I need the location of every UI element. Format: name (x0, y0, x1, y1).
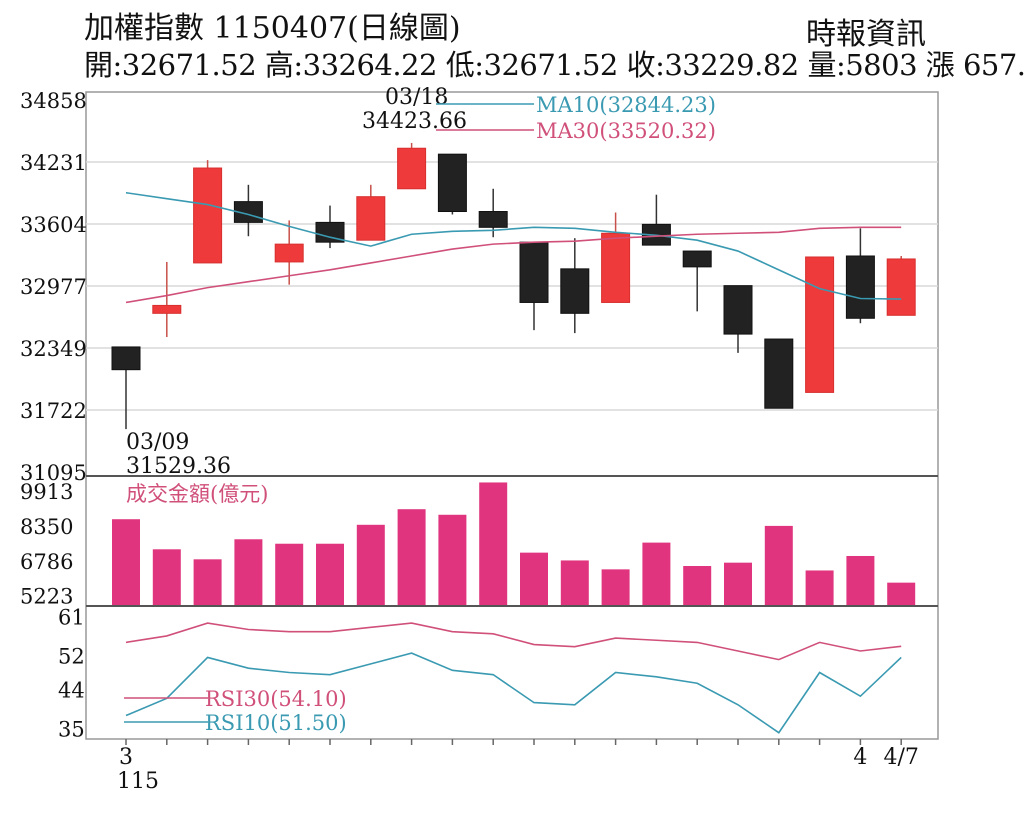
candle-up (397, 147, 427, 190)
volume-bar (846, 555, 875, 605)
volume-bar (438, 514, 467, 605)
price-ytick-label: 34858 (20, 89, 87, 113)
legend-rsi30: RSI30(54.10) (205, 687, 347, 711)
ma30-line (125, 226, 902, 304)
volume-bar (887, 582, 916, 605)
volume-bar (601, 569, 630, 605)
volume-ytick-label: 6786 (20, 550, 73, 574)
candle-down (315, 221, 345, 243)
price-ytick-label: 31722 (20, 399, 87, 423)
x-tick-label: 4/7 (883, 745, 918, 770)
legend-rsi10: RSI10(51.50) (205, 711, 347, 735)
candle-down (682, 250, 712, 268)
volume-bar (805, 570, 834, 605)
annotation-min-date: 03/09 (126, 430, 189, 455)
x-tick-label: 3 (119, 745, 133, 770)
candle-up (193, 167, 223, 264)
candle-up (601, 232, 631, 303)
price-ytick-label: 33604 (20, 213, 87, 237)
legend-ma30: MA30(33520.32) (536, 119, 716, 143)
candle-down (560, 268, 590, 314)
source-label: 時報資訊 (806, 17, 926, 52)
candle-down (478, 211, 508, 228)
legend-ma10: MA10(32844.23) (536, 93, 716, 117)
rsi10-line (125, 652, 902, 734)
ma10-line (125, 191, 902, 300)
volume-bar (560, 560, 589, 605)
annotation-max-date: 03/18 (385, 85, 448, 110)
volume-bar (275, 543, 304, 605)
price-summary: 開:32671.52 高:33264.22 低:32671.52 收:33229… (84, 48, 1024, 82)
chart-frame (85, 91, 939, 740)
candle-up (886, 258, 916, 316)
volume-ytick-label: 9913 (20, 480, 73, 504)
candle-down (437, 153, 467, 213)
volume-bar (520, 552, 548, 605)
chart-title: 加權指數 1150407(日線圖) (84, 11, 461, 46)
volume-ytick-label: 8350 (20, 515, 73, 539)
volume-bar (724, 562, 752, 605)
volume-bar (234, 539, 263, 605)
price-ytick-label: 32349 (20, 337, 87, 361)
volume-ytick-label: 5223 (20, 585, 73, 609)
volume-bar (764, 525, 793, 605)
price-ytick-label: 31095 (20, 461, 87, 485)
volume-bar (397, 509, 426, 605)
candle-down (111, 346, 141, 371)
volume-bar (479, 482, 508, 605)
x-year-label: 115 (117, 769, 159, 794)
candle-up (274, 243, 304, 263)
annotation-min-value: 31529.36 (126, 454, 231, 479)
volume-bar (683, 566, 712, 605)
candle-up (805, 256, 835, 393)
volume-bar (356, 524, 385, 605)
candle-down (519, 241, 549, 303)
rsi-ytick-label: 52 (58, 644, 85, 668)
candle-up (356, 196, 386, 241)
candle-down (764, 338, 794, 409)
volume-bar (193, 559, 222, 605)
rsi30-line (125, 622, 902, 661)
volume-bar (112, 519, 140, 605)
candle-down (723, 285, 753, 335)
candle-down (845, 255, 875, 319)
volume-bar (152, 549, 181, 605)
volume-bar (316, 543, 344, 605)
volume-bar (642, 542, 671, 605)
x-tick-label: 4 (853, 745, 867, 770)
candle-up (152, 304, 182, 314)
rsi-ytick-label: 61 (58, 606, 85, 630)
rsi-ytick-label: 44 (58, 679, 85, 703)
price-ytick-label: 34231 (20, 151, 87, 175)
rsi-ytick-label: 35 (58, 717, 85, 741)
volume-label: 成交金額(億元) (126, 482, 268, 506)
price-ytick-label: 32977 (20, 275, 87, 299)
